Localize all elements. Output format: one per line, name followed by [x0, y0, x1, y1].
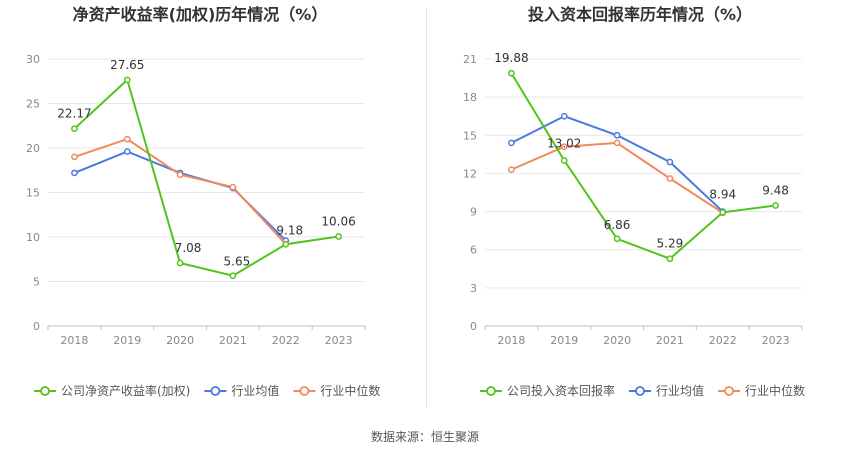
data-point: [282, 240, 290, 248]
legend-label: 行业均值: [656, 383, 704, 398]
data-point: [71, 125, 78, 133]
data-label: 5.65: [224, 255, 251, 269]
y-tick-label: 15: [26, 187, 40, 200]
legend-marker: [40, 386, 50, 396]
y-tick-label: 0: [33, 320, 40, 333]
y-tick-label: 12: [463, 167, 477, 180]
legend-marker: [635, 386, 645, 396]
series-line: [511, 141, 724, 214]
data-point: [508, 166, 515, 173]
legend-label: 公司投入资本回报率: [507, 383, 615, 398]
data-point: [666, 255, 674, 263]
chart-divider: [426, 8, 427, 408]
chart-title: 投入资本回报率历年情况（%）: [528, 5, 752, 24]
legend-marker: [486, 386, 496, 396]
series-line: [74, 138, 287, 245]
y-tick-label: 0: [470, 320, 477, 333]
data-point: [71, 153, 78, 161]
x-tick-label: 2018: [497, 334, 525, 347]
data-point: [176, 171, 184, 179]
x-tick-label: 2023: [325, 334, 353, 347]
series-line: [74, 150, 287, 242]
data-point: [666, 175, 674, 182]
data-point: [123, 148, 131, 155]
legend-marker: [724, 386, 734, 396]
legend-label: 行业均值: [231, 383, 279, 398]
data-source-note: 数据来源：恒生聚源: [370, 430, 479, 444]
legend-label: 行业中位数: [745, 383, 805, 398]
data-point: [613, 235, 621, 243]
data-point: [508, 69, 515, 77]
data-point: [123, 76, 131, 84]
series-line: [510, 72, 776, 260]
y-tick-label: 5: [33, 276, 40, 289]
data-label: 7.08: [175, 241, 202, 255]
x-tick-label: 2020: [166, 334, 194, 347]
legend-label: 行业中位数: [320, 383, 380, 398]
x-tick-label: 2023: [762, 334, 790, 347]
data-point: [560, 112, 568, 120]
data-point: [229, 272, 237, 280]
y-tick-label: 25: [26, 98, 40, 111]
data-point: [772, 202, 779, 209]
data-point: [71, 169, 78, 177]
x-tick-label: 2022: [272, 334, 300, 347]
y-tick-label: 18: [463, 91, 477, 104]
data-label: 9.48: [762, 183, 789, 197]
x-tick-label: 2020: [603, 334, 631, 347]
y-tick-label: 20: [26, 142, 40, 155]
x-tick-label: 2021: [656, 334, 684, 347]
legend-label: 公司净资产收益率(加权): [61, 383, 190, 398]
data-point: [666, 158, 674, 166]
data-label: 10.06: [321, 214, 355, 228]
data-point: [613, 139, 621, 147]
data-point: [508, 139, 515, 147]
legend-marker: [299, 386, 310, 396]
x-tick-label: 2022: [709, 334, 737, 347]
y-tick-label: 3: [470, 282, 477, 295]
data-point: [560, 157, 568, 164]
data-point: [335, 233, 342, 240]
data-point: [123, 135, 131, 143]
data-label: 19.88: [494, 51, 528, 65]
y-tick-label: 21: [463, 53, 477, 66]
x-tick-label: 2019: [550, 334, 578, 347]
data-point: [560, 143, 568, 151]
x-tick-label: 2019: [113, 334, 141, 347]
series-line: [510, 115, 724, 213]
data-label: 8.94: [709, 187, 736, 201]
y-tick-label: 10: [26, 231, 40, 244]
data-label: 6.86: [604, 218, 631, 232]
legend-marker: [210, 386, 221, 396]
data-label: 9.18: [276, 223, 303, 237]
series-line: [73, 78, 339, 277]
chart-title: 净资产收益率(加权)历年情况（%）: [73, 5, 328, 24]
data-label: 13.02: [547, 136, 581, 150]
data-point: [229, 183, 237, 191]
data-point: [613, 131, 621, 139]
data-point: [719, 208, 727, 216]
y-tick-label: 30: [26, 53, 40, 66]
x-tick-label: 2018: [60, 334, 88, 347]
y-tick-label: 15: [463, 129, 477, 142]
y-tick-label: 6: [470, 244, 477, 257]
data-label: 27.65: [110, 58, 144, 72]
y-tick-label: 9: [470, 206, 477, 219]
data-point: [176, 259, 184, 267]
data-label: 22.17: [57, 107, 91, 121]
data-label: 5.29: [657, 237, 684, 251]
x-tick-label: 2021: [219, 334, 247, 347]
